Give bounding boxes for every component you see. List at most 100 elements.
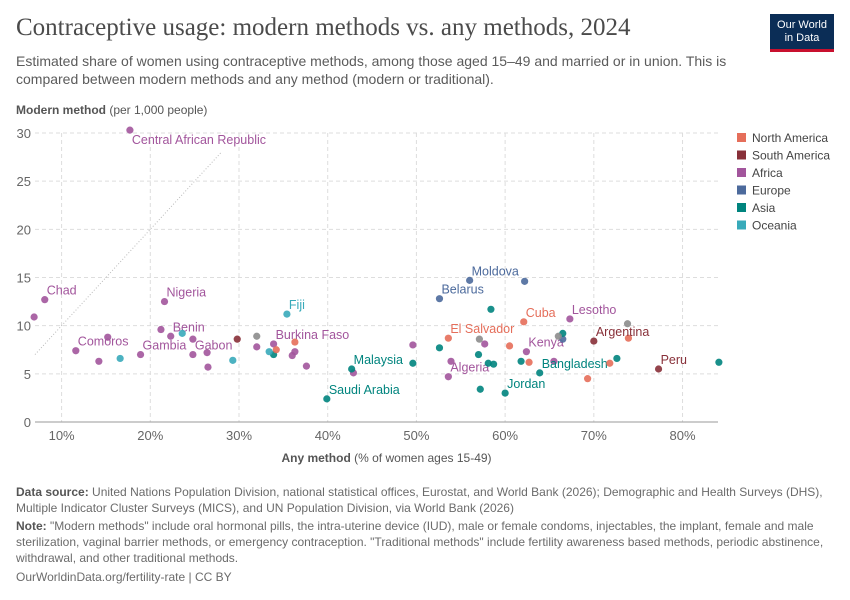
point-label: Comoros [78,335,129,349]
data-point[interactable] [136,350,145,359]
data-point[interactable] [204,363,212,371]
data-point[interactable] [178,329,186,337]
data-point[interactable] [95,357,103,365]
data-point[interactable] [323,395,331,403]
data-source: Data source: United Nations Population D… [16,484,836,516]
data-point[interactable] [30,313,38,321]
data-point[interactable] [283,310,291,318]
data-point[interactable] [189,335,197,343]
data-point[interactable] [484,359,492,367]
data-point[interactable] [447,357,455,365]
data-point[interactable] [272,346,280,354]
data-point[interactable] [229,356,237,364]
data-point[interactable] [409,359,417,367]
data-point[interactable] [116,354,124,363]
data-point[interactable] [606,359,614,367]
data-point[interactable] [501,389,509,397]
data-point[interactable] [41,296,49,304]
scatter-chart: Modern method (per 1,000 people) 0 5 10 15 20… [16,103,830,465]
x-axis-label-unit: (% of women ages 15-49) [351,451,492,465]
legend-swatch[interactable] [737,185,746,195]
data-point[interactable] [525,358,533,366]
x-tick-label: 70% [581,428,607,443]
y-tick-label: 5 [24,367,31,382]
data-point[interactable] [348,365,356,373]
legend-label[interactable]: South America [752,149,830,163]
data-point[interactable] [481,340,489,348]
legend-label[interactable]: Europe [752,184,791,198]
data-point[interactable] [233,335,241,343]
point-label: Chad [47,284,77,298]
data-point[interactable] [435,344,444,352]
note: Note: "Modern methods" include oral horm… [16,518,836,566]
x-tick-label: 60% [492,428,518,443]
data-point[interactable] [584,375,592,383]
data-point[interactable] [291,338,299,346]
data-point[interactable] [566,315,574,323]
data-point[interactable] [409,341,417,349]
legend-label[interactable]: North America [752,131,828,145]
point-label: Cuba [526,306,556,320]
data-point[interactable] [466,276,474,284]
x-tick-label: 40% [315,428,341,443]
data-point[interactable] [522,348,531,356]
data-point[interactable] [487,305,495,313]
reference-diagonal-line [34,151,222,355]
source-label: Data source: [16,485,89,499]
data-point[interactable] [476,385,484,393]
data-point[interactable] [270,340,278,348]
data-point[interactable] [157,325,165,334]
x-tick-label: 30% [226,428,252,443]
data-point[interactable] [536,369,544,377]
data-point[interactable] [590,337,598,345]
data-point[interactable] [265,348,273,356]
data-point[interactable] [489,360,498,368]
data-point[interactable] [126,126,134,134]
data-point[interactable] [189,350,197,359]
y-tick-label: 15 [17,271,31,286]
data-point[interactable] [624,334,633,342]
data-point[interactable] [72,347,80,355]
legend-label[interactable]: Oceania [752,219,797,233]
data-point[interactable] [521,277,529,285]
data-point[interactable] [444,334,452,342]
data-point[interactable] [554,332,562,340]
point-label: Moldova [472,264,519,278]
point-label: El Salvador [450,322,514,336]
data-point[interactable] [654,365,663,373]
data-point[interactable] [613,354,621,363]
legend-swatch[interactable] [737,220,746,230]
owid-logo[interactable]: Our World in Data [770,14,834,52]
data-point[interactable] [550,357,558,365]
legend-swatch[interactable] [737,203,746,212]
data-point[interactable] [517,357,525,365]
data-point[interactable] [520,318,528,326]
y-axis-label-unit: (per 1,000 people) [106,103,207,117]
data-point[interactable] [253,343,261,351]
point-label: Peru [661,353,687,367]
data-point[interactable] [302,362,311,370]
y-tick-label: 25 [17,174,31,189]
legend-swatch[interactable] [737,133,746,142]
data-point[interactable] [475,335,483,343]
data-point[interactable] [203,349,211,357]
legend-label[interactable]: Africa [752,166,783,180]
x-tick-label: 20% [137,428,163,443]
data-point[interactable] [167,332,175,340]
data-point[interactable] [505,342,514,350]
legend-label[interactable]: Asia [752,201,776,215]
data-point[interactable] [715,358,723,366]
footer-url[interactable]: OurWorldinData.org/fertility-rate | CC B… [16,570,232,584]
data-point[interactable] [435,295,444,303]
legend-swatch[interactable] [737,150,746,160]
data-point[interactable] [253,332,261,340]
data-point[interactable] [291,348,299,356]
data-point[interactable] [160,297,169,306]
data-point[interactable] [104,333,112,341]
data-point[interactable] [444,373,452,381]
point-label: Bangladesh [542,357,608,371]
source-text: United Nations Population Division, nati… [16,485,823,515]
legend-swatch[interactable] [737,168,746,177]
data-point[interactable] [623,320,632,328]
data-point[interactable] [474,350,483,359]
